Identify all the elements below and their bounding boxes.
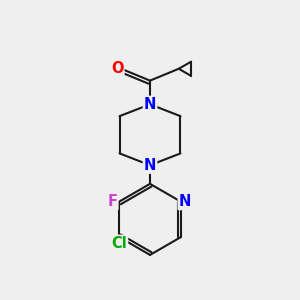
Text: N: N: [178, 194, 191, 209]
Text: Cl: Cl: [111, 236, 127, 251]
Text: N: N: [144, 97, 156, 112]
Text: N: N: [144, 158, 156, 173]
Text: O: O: [111, 61, 123, 76]
Text: F: F: [107, 194, 118, 209]
